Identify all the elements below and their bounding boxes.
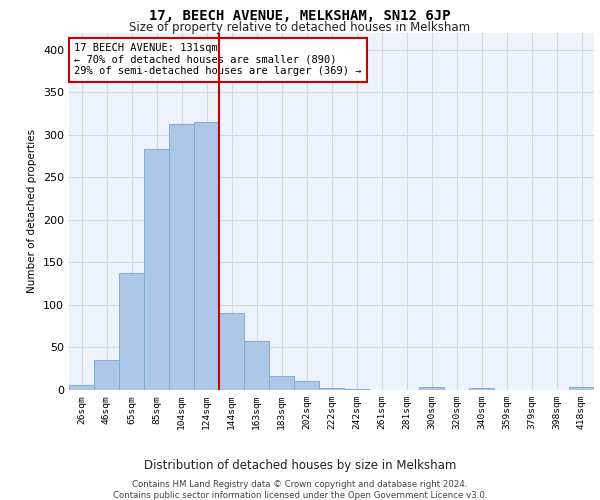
- Bar: [194, 122, 219, 390]
- Bar: [169, 124, 194, 390]
- Bar: [469, 388, 494, 390]
- Text: 17, BEECH AVENUE, MELKSHAM, SN12 6JP: 17, BEECH AVENUE, MELKSHAM, SN12 6JP: [149, 9, 451, 23]
- Bar: [319, 388, 344, 390]
- Y-axis label: Number of detached properties: Number of detached properties: [28, 129, 37, 294]
- Bar: [269, 376, 294, 390]
- Bar: [119, 274, 144, 390]
- Bar: [94, 360, 119, 390]
- Bar: [219, 314, 244, 390]
- Bar: [294, 382, 319, 390]
- Bar: [69, 385, 94, 390]
- Bar: [569, 388, 594, 390]
- Bar: [244, 342, 269, 390]
- Text: Contains HM Land Registry data © Crown copyright and database right 2024.
Contai: Contains HM Land Registry data © Crown c…: [113, 480, 487, 500]
- Bar: [144, 149, 169, 390]
- Bar: [344, 389, 369, 390]
- Text: Size of property relative to detached houses in Melksham: Size of property relative to detached ho…: [130, 21, 470, 34]
- Text: Distribution of detached houses by size in Melksham: Distribution of detached houses by size …: [144, 460, 456, 472]
- Bar: [419, 388, 444, 390]
- Text: 17 BEECH AVENUE: 131sqm
← 70% of detached houses are smaller (890)
29% of semi-d: 17 BEECH AVENUE: 131sqm ← 70% of detache…: [74, 43, 362, 76]
